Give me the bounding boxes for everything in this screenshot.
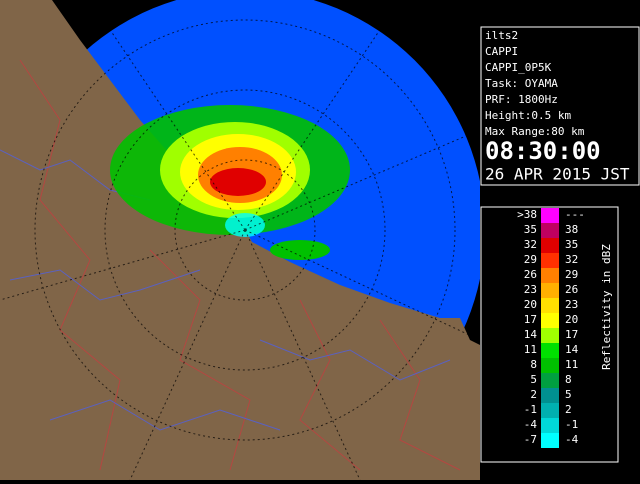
legend-swatch	[541, 283, 559, 298]
info-line: CAPPI	[485, 45, 518, 58]
legend-swatch	[541, 298, 559, 313]
legend-high: 32	[565, 253, 578, 266]
legend-high: 11	[565, 358, 578, 371]
legend-high: 2	[565, 403, 572, 416]
date: 26 APR 2015 JST	[485, 165, 630, 184]
legend-low: 11	[524, 343, 537, 356]
legend-swatch	[541, 313, 559, 328]
info-line: ilts2	[485, 29, 518, 42]
legend-swatch	[541, 208, 559, 223]
legend-swatch	[541, 358, 559, 373]
legend-high: 29	[565, 268, 578, 281]
info-line: Max Range:80 km	[485, 125, 585, 138]
legend-low: -7	[524, 433, 537, 446]
legend-high: 23	[565, 298, 578, 311]
legend-swatch	[541, 223, 559, 238]
legend-swatch	[541, 403, 559, 418]
legend-low: 23	[524, 283, 537, 296]
info-line: CAPPI_0P5K	[485, 61, 552, 74]
rivers	[0, 149, 451, 431]
legend-swatch	[541, 268, 559, 283]
legend-low: 8	[530, 358, 537, 371]
legend-swatch	[541, 418, 559, 433]
legend-rows: >38 --- 35 38 32 35 29 32 26 29 23 26 20 23 17 20 14 17 11…	[517, 208, 585, 448]
legend-low: 29	[524, 253, 537, 266]
info-panel	[480, 26, 640, 186]
legend-high: 5	[565, 388, 572, 401]
legend-high: -4	[565, 433, 579, 446]
legend-swatch	[541, 328, 559, 343]
legend-low: 32	[524, 238, 537, 251]
info-text: ilts2 CAPPI CAPPI_0P5K Task: OYAMA PRF: 1800…	[485, 29, 585, 138]
legend-swatch	[541, 253, 559, 268]
info-line: PRF: 1800Hz	[485, 93, 558, 106]
legend-high: 20	[565, 313, 578, 326]
range-rings	[0, 0, 480, 480]
legend-swatch	[541, 433, 559, 448]
legend-low: -4	[524, 418, 538, 431]
legend-high: 26	[565, 283, 578, 296]
radar-map	[0, 0, 480, 480]
legend-high: 8	[565, 373, 572, 386]
legend-swatch	[541, 388, 559, 403]
legend-low: 14	[524, 328, 538, 341]
legend-high: 17	[565, 328, 578, 341]
legend-high: 35	[565, 238, 578, 251]
legend-low: 20	[524, 298, 537, 311]
legend-high: 14	[565, 343, 579, 356]
boundaries	[19, 59, 461, 471]
legend-low: 35	[524, 223, 537, 236]
legend-low: 2	[530, 388, 537, 401]
time: 08:30:00	[485, 137, 601, 165]
legend-swatch	[541, 238, 559, 253]
legend-swatch	[541, 373, 559, 388]
legend-low: -1	[524, 403, 537, 416]
legend-title: Reflectivity in dBZ	[600, 244, 613, 370]
legend-low: 17	[524, 313, 537, 326]
legend-high: ---	[565, 208, 585, 221]
precipitation	[110, 105, 350, 260]
info-line: Height:0.5 km	[485, 109, 571, 122]
legend-low: 5	[530, 373, 537, 386]
info-line: Task: OYAMA	[485, 77, 558, 90]
legend-low: 26	[524, 268, 537, 281]
legend-swatch	[541, 343, 559, 358]
legend-high: -1	[565, 418, 578, 431]
legend-low: >38	[517, 208, 537, 221]
legend-high: 38	[565, 223, 578, 236]
